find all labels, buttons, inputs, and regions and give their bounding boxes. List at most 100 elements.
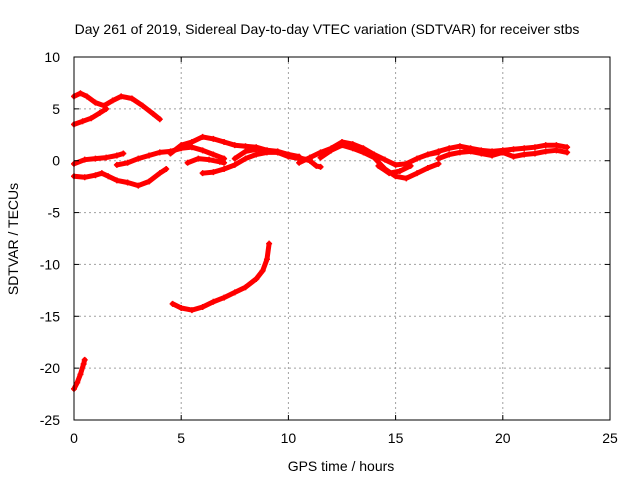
y-axis-label: SDTVAR / TECUs <box>5 183 21 295</box>
data-point <box>435 160 442 167</box>
y-tick-label: -5 <box>48 205 61 221</box>
data-point <box>81 156 88 163</box>
data-point <box>109 97 116 104</box>
data-point <box>564 149 571 156</box>
data-point <box>285 151 292 158</box>
data-point <box>296 159 303 166</box>
data-point <box>317 149 324 156</box>
data-point <box>221 294 228 301</box>
data-point <box>266 240 273 247</box>
x-tick-label: 25 <box>602 430 618 446</box>
data-point <box>531 150 538 157</box>
data-point <box>231 155 238 162</box>
series-layer <box>71 90 571 392</box>
y-tick-label: 0 <box>52 153 60 169</box>
x-tick-label: 15 <box>388 430 404 446</box>
data-point <box>199 170 206 177</box>
data-point <box>178 304 185 311</box>
data-point <box>510 153 517 160</box>
data-point <box>206 156 213 163</box>
data-point <box>360 149 367 156</box>
data-point <box>231 142 238 149</box>
data-point <box>146 152 153 159</box>
data-point <box>242 284 249 291</box>
data-point <box>414 170 421 177</box>
series-arc-11 <box>318 142 441 181</box>
series-arc-4 <box>71 166 169 189</box>
data-point <box>216 158 223 165</box>
data-point <box>124 179 131 186</box>
data-point <box>188 307 195 314</box>
data-point <box>184 159 191 166</box>
y-tick-label: -20 <box>40 360 60 376</box>
data-point <box>542 142 549 149</box>
data-point <box>98 170 105 177</box>
data-point <box>188 144 195 151</box>
data-point <box>113 152 120 159</box>
data-point <box>521 145 528 152</box>
data-point <box>79 118 86 125</box>
data-point <box>259 267 266 274</box>
data-point <box>489 152 496 159</box>
series-arc-15-points <box>169 240 273 314</box>
data-point <box>564 144 571 151</box>
plot-frame <box>73 56 611 421</box>
series-arc-2 <box>71 106 109 127</box>
data-point <box>178 142 185 149</box>
y-tick-label: -25 <box>40 412 60 428</box>
data-point <box>424 164 431 171</box>
data-point <box>167 150 174 157</box>
data-point <box>210 169 217 176</box>
data-point <box>210 135 217 142</box>
x-tick-labels: 0 5 10 15 20 25 <box>70 430 618 446</box>
data-point <box>263 147 270 154</box>
data-point <box>156 170 163 177</box>
data-point <box>210 298 217 305</box>
series-arc-7-points <box>184 155 228 166</box>
y-tick-label: -10 <box>40 256 60 272</box>
data-point <box>81 174 88 181</box>
data-point <box>221 139 228 146</box>
series-arc-3-points <box>71 150 127 167</box>
y-tick-label: 5 <box>52 101 60 117</box>
data-point <box>274 148 281 155</box>
data-point <box>88 115 95 122</box>
x-tick-label: 0 <box>70 430 78 446</box>
data-point <box>296 153 303 160</box>
data-point <box>221 166 228 173</box>
data-point <box>306 154 313 161</box>
data-point <box>446 145 453 152</box>
data-point <box>242 155 249 162</box>
data-point <box>210 151 217 158</box>
data-point <box>92 155 99 162</box>
data-point <box>317 154 324 161</box>
data-point <box>83 93 90 100</box>
x-tick-label: 20 <box>495 430 511 446</box>
data-point <box>105 173 112 180</box>
x-tick-label: 10 <box>281 430 297 446</box>
data-point <box>313 162 320 169</box>
data-point <box>349 145 356 152</box>
data-point <box>156 149 163 156</box>
series-arc-1-points <box>71 90 163 123</box>
data-point <box>103 105 110 112</box>
data-point <box>113 161 120 168</box>
data-point <box>135 182 142 189</box>
data-point <box>499 149 506 156</box>
data-point <box>403 175 410 182</box>
data-point <box>510 146 517 153</box>
grid <box>74 57 610 420</box>
data-point <box>77 90 84 97</box>
x-axis-label: GPS time / hours <box>288 458 395 474</box>
series-arc-4-points <box>71 166 170 189</box>
data-point <box>424 151 431 158</box>
data-point <box>456 149 463 156</box>
ticks <box>73 56 611 421</box>
series-arc-12-points <box>375 162 414 177</box>
data-point <box>113 177 120 184</box>
data-point <box>386 170 393 177</box>
data-point <box>553 147 560 154</box>
series-arc-9-points <box>231 146 303 162</box>
data-point <box>199 303 206 310</box>
data-point <box>80 360 87 367</box>
